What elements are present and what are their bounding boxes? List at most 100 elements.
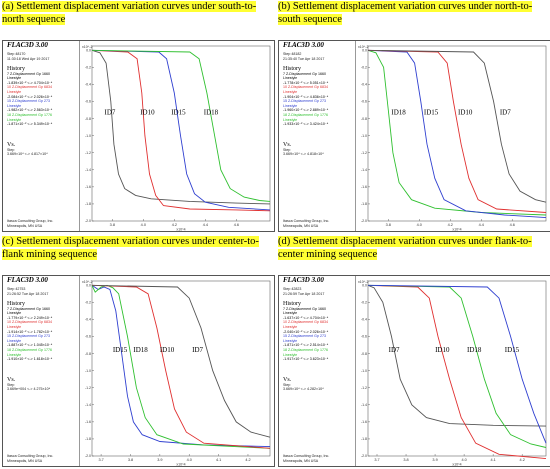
chart-panel: (d) Settlement displacement variation cu…	[278, 235, 550, 467]
curve-label: ID7	[389, 346, 400, 354]
legend-line: -1.917×10⁻² <-> 3.623×10⁻⁴	[283, 357, 329, 362]
history-title: History	[7, 301, 25, 307]
series-line-id18	[367, 284, 547, 448]
legend-line: -1.933×10⁻² <-> 3.424×10⁻⁴	[283, 122, 329, 127]
y-tick-label: -1.8	[361, 437, 367, 441]
software-title: FLAC3D 3.00	[283, 41, 324, 49]
x-tick-label: 4.6	[510, 223, 515, 227]
y-tick-label: -1.6	[361, 185, 367, 189]
y-tick-label: -0.8	[85, 117, 91, 121]
legend-line: -1.778×10⁻² <-> 5.051×10⁻⁴	[283, 80, 329, 85]
y-tick-label: -2.0	[85, 454, 91, 458]
vs-block: Vs. Step 3.669×10⁴ <-> 4.282×10⁴	[283, 377, 353, 392]
x-tick-label: 4.0	[141, 223, 146, 227]
curve-label: ID18	[467, 346, 482, 354]
y-tick-label: -1.2	[361, 151, 367, 155]
series-line-id15	[367, 284, 547, 444]
y-tick-label: -1.8	[85, 437, 91, 441]
legend-line: Linestyle	[283, 89, 298, 94]
software-title: FLAC3D 3.00	[7, 41, 48, 49]
vs-block: Vs. Step 3.669×10⁴ <-> 4.818×10⁴	[283, 142, 353, 157]
legend-line: Linestyle	[283, 352, 298, 357]
legend-line: Linestyle	[283, 76, 298, 81]
info-sidebar: FLAC3D 3.00 Step 42753 21:26:52 Tue Apr 18…	[3, 276, 80, 466]
panel-caption: (d) Settlement displacement variation cu…	[278, 235, 550, 273]
y-tick-label: -1.2	[85, 386, 91, 390]
vendor-footer: Itasca Consulting Group, Inc. Minneapolis…	[7, 454, 53, 463]
legend-line: Linestyle	[7, 103, 22, 108]
curve-label: ID10	[160, 346, 175, 354]
legend-line: 7 Z-Displacement Gp 1660	[7, 71, 50, 76]
x-tick-label: 3.8	[110, 223, 115, 227]
line-chart: x10^-20.0 -0.2 -0.4 -0.6 -0.8 -1.0 -1.2 -1.4 -1.…	[358, 45, 547, 232]
run-meta: Step 48182 21:35:40 Tue Apr 18 2017	[283, 52, 324, 61]
step-line: Step 42753	[7, 287, 26, 291]
plot-area: x10^-2 0.0 -0.2 -0.4 -0.6 -0.8 -1.0 -1.2 -1.4 -1.…	[80, 41, 274, 231]
legend-line: 18 Z-Displacement Gp 1776	[7, 347, 52, 352]
x-axis-label: x10^4	[452, 228, 461, 232]
x-tick-label: 3.8	[386, 223, 391, 227]
y-tick-label: -1.4	[85, 168, 91, 172]
line-chart: x10^-20.0 -0.2 -0.4 -0.6 -0.8 -1.0 -1.2 -1.4 -1.…	[82, 280, 271, 466]
y-tick-label: -0.4	[361, 318, 367, 322]
legend-line: 15 Z-Displacement Gp 273	[7, 99, 50, 104]
legend-line: -1.910×10⁻² <-> 1.618×10⁻⁴	[7, 357, 53, 362]
legend-line: 18 Z-Displacement Gp 1776	[283, 112, 328, 117]
series-line-id10	[91, 49, 271, 212]
y-tick-label: -1.0	[85, 369, 91, 373]
vs-line: Step	[7, 382, 15, 387]
legend-line: 15 Z-Displacement Gp 273	[283, 334, 326, 339]
y-tick-label: -2.0	[85, 219, 91, 223]
y-tick-label: -1.0	[361, 134, 367, 138]
legend-line: -1.960×10⁻² <-> 2.889×10⁻⁴	[283, 108, 329, 113]
x-tick-label: 4.2	[448, 223, 453, 227]
legend-line: -1.982×10⁻² <-> 2.563×10⁻⁴	[7, 108, 53, 113]
history-title: History	[283, 66, 301, 72]
curve-label: ID15	[505, 346, 520, 354]
x-tick-label: 3.8	[128, 458, 133, 462]
series-line-id10	[367, 284, 547, 460]
y-tick-label: -1.6	[361, 420, 367, 424]
run-meta: Step 48170 11:30:18 Wed Apr 19 2017	[7, 52, 49, 61]
history-legend: History 7 Z-Displacement Gp 1660 Linestyle…	[283, 66, 353, 127]
series-line-id18	[367, 49, 547, 216]
y-tick-label: -1.4	[85, 403, 91, 407]
plot-border	[91, 45, 271, 222]
y-tick-label: -1.2	[361, 386, 367, 390]
legend-line: Linestyle	[7, 352, 22, 357]
legend-line: 10 Z-Displacement Gp 6834	[283, 85, 328, 90]
plot-frame: FLAC3D 3.00 Step 48182 21:35:40 Tue Apr 18…	[278, 40, 550, 232]
curve-label: ID15	[424, 108, 439, 116]
legend-line: Linestyle	[283, 311, 298, 316]
curve-label: ID18	[133, 346, 148, 354]
series-line-id7	[367, 49, 547, 203]
legend-line: 18 Z-Displacement Gp 1776	[7, 112, 52, 117]
y-tick-label: -1.8	[361, 202, 367, 206]
y-tick-label: -2.0	[361, 219, 367, 223]
x-tick-label: 4.2	[520, 458, 525, 462]
series-line-id7	[91, 284, 271, 438]
info-sidebar: FLAC3D 3.00 Step 42823 21:26:59 Tue Apr 18…	[279, 276, 356, 466]
time-line: 21:35:40 Tue Apr 18 2017	[283, 56, 325, 61]
legend-line: Linestyle	[7, 311, 22, 316]
vs-line: 3.669e+004 <-> 4.275×10⁴	[7, 387, 51, 392]
info-sidebar: FLAC3D 3.00 Step 48182 21:35:40 Tue Apr 18…	[279, 41, 356, 231]
y-tick-label: -0.6	[361, 335, 367, 339]
series-line-id15	[91, 284, 271, 448]
vs-title: Vs.	[7, 142, 16, 148]
curve-label: ID10	[140, 108, 155, 116]
vs-block: Vs. Step 3.669e+004 <-> 4.275×10⁴	[7, 377, 77, 392]
line-chart: x10^-20.0 -0.2 -0.4 -0.6 -0.8 -1.0 -1.2 -1.4 -1.…	[82, 45, 271, 231]
y-tick-label: -0.8	[361, 117, 367, 121]
legend-line: -1.779×10⁻² <-> 2.249×10⁻⁴	[7, 315, 53, 320]
plot-frame: FLAC3D 3.00 Step 48170 11:30:18 Wed Apr 19…	[2, 40, 275, 232]
footer-line: Itasca Consulting Group, Inc.	[7, 219, 54, 223]
chart-panel: (c) Settlement displacement variation cu…	[2, 235, 275, 467]
y-tick-label: -0.4	[85, 318, 91, 322]
vs-title: Vs.	[283, 377, 292, 383]
y-tick-label: -1.2	[85, 151, 91, 155]
panel-caption: (a) Settlement displacement variation cu…	[2, 0, 275, 38]
series-line-id18	[91, 49, 271, 202]
curve-label: ID18	[204, 108, 219, 116]
y-tick-label: 0.0	[362, 48, 367, 52]
